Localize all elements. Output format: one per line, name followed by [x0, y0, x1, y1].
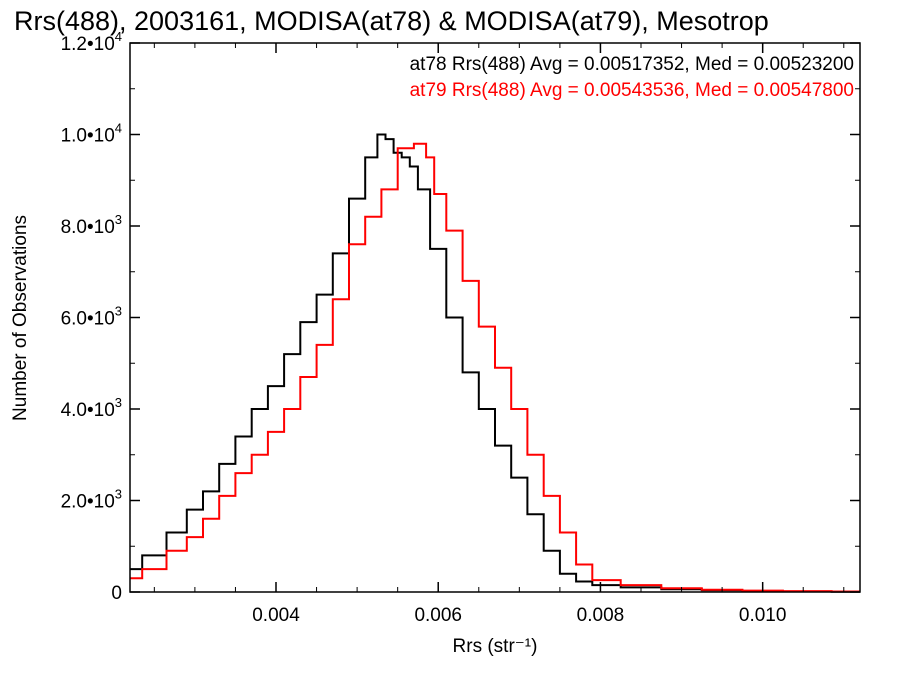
y-tick-label: 0	[111, 583, 122, 604]
y-tick-label: 8.0•103	[61, 212, 122, 238]
plot-frame	[129, 42, 861, 593]
y-tick-label: 4.0•103	[61, 395, 122, 421]
y-tick-label: 1.0•104	[61, 121, 122, 147]
x-tick-label: 0.008	[577, 605, 625, 626]
series-0-histogram-line	[130, 133, 860, 593]
chart-title: Rrs(488), 2003161, MODISA(at78) & MODISA…	[14, 6, 769, 36]
x-tick-label: 0.010	[739, 605, 787, 626]
x-tick-label: 0.004	[252, 605, 300, 626]
y-axis-label: Number of Observations	[10, 215, 31, 421]
ticks-layer: 0.004 0.006 0.008 0.010 0 2.0•103 4.0•103 6.0•1…	[61, 29, 860, 626]
x-axis-label: Rrs (str⁻¹)	[453, 636, 538, 657]
y-tick-label: 2.0•103	[61, 487, 122, 513]
x-tick-label: 0.006	[414, 605, 462, 626]
y-tick-label: 6.0•103	[61, 304, 122, 330]
legend-entry-at78: at78 Rrs(488) Avg = 0.00517352, Med = 0.…	[410, 54, 854, 75]
series-layer	[130, 133, 860, 593]
legend-entry-at79: at79 Rrs(488) Avg = 0.00543536, Med = 0.…	[410, 80, 854, 101]
y-tick-label: 1.2•104	[61, 29, 122, 55]
series-1-histogram-line	[130, 142, 860, 593]
